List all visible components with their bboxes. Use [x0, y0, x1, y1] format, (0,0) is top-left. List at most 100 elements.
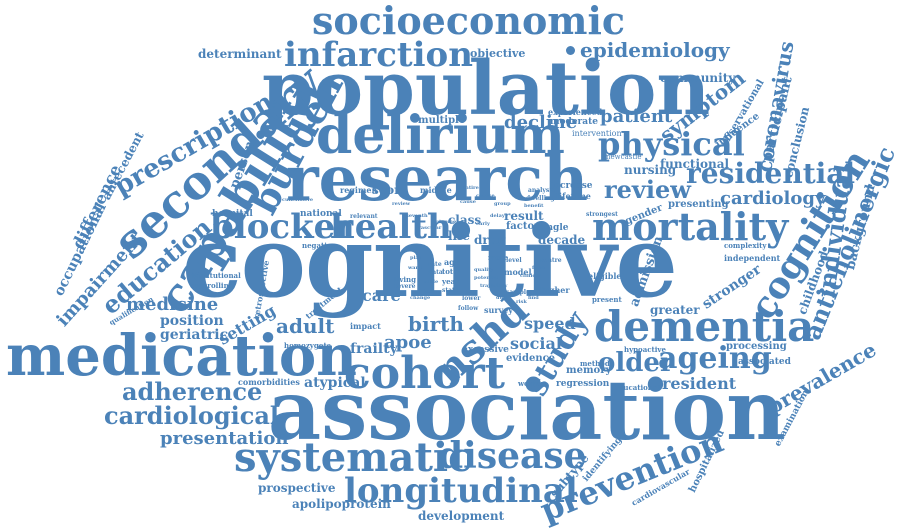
word-severe: severe [394, 283, 416, 290]
word-comorbidities: comorbidities [238, 377, 300, 387]
word-memory: memory [566, 365, 612, 376]
word-follow: follow [458, 305, 479, 312]
word-single: single [538, 223, 569, 233]
word-educational: educational [614, 383, 661, 392]
word-cognitive: cognitive [182, 205, 678, 320]
word-present: present [592, 295, 622, 304]
word-care: care [362, 286, 401, 305]
word-midlife: midlife [420, 185, 452, 195]
word-newcastle: newcastle [606, 153, 642, 161]
word-higher: higher [540, 285, 570, 295]
word-patient: patient [600, 106, 673, 127]
word-benefit: benefit [524, 203, 544, 209]
word-experienced: experienced [548, 107, 603, 117]
word-physical: physical [598, 125, 745, 163]
word-data: data [428, 269, 443, 276]
word-vascular: vascular [418, 225, 442, 231]
word-controlling: controlling [190, 281, 234, 290]
word-clinical: clinical [520, 273, 541, 279]
word-seventh: seventh [406, 213, 428, 219]
word-older: older [598, 348, 674, 378]
word-apoe: apoe [384, 332, 432, 353]
word-cause: cause [460, 199, 476, 205]
word-health: health [330, 207, 452, 247]
word-plan: plan [410, 255, 423, 261]
word-evidence: evidence [506, 353, 556, 364]
word-sample: sample [506, 289, 530, 296]
word-course: course [476, 193, 495, 199]
word-dual: dual [496, 295, 509, 301]
word-intervention: intervention [572, 129, 622, 138]
word-research: research [286, 142, 589, 215]
word-model: model [504, 267, 532, 277]
word-regression: regression [556, 379, 610, 389]
word-epidemiology: epidemiology [580, 38, 730, 62]
word-regimen: regimen [340, 185, 378, 195]
word-decline: decline [504, 112, 578, 133]
word-year: year [442, 277, 459, 286]
word-adult: adult [276, 314, 335, 338]
word-prospective: prospective [258, 481, 336, 495]
word-early: early [476, 221, 490, 227]
word-ageing: ageing [658, 341, 772, 376]
word-social: social [510, 334, 562, 353]
word-increase: increase [550, 181, 593, 191]
word-review-small: review [392, 201, 411, 207]
word-position: position [160, 313, 224, 329]
word-medication: medication [6, 323, 357, 389]
word-age: age [444, 257, 460, 267]
word-survey: survey [484, 305, 513, 315]
word-mortality: mortality [592, 204, 789, 249]
word-complexity: complexity [724, 241, 767, 250]
word-dwelling: dwelling [526, 195, 555, 202]
word-frailty: frailty [350, 341, 398, 357]
word-life: life [448, 229, 470, 243]
word-ward: ward [408, 265, 422, 271]
word-delirium: delirium [316, 105, 565, 166]
word-group: group [494, 201, 511, 207]
word-decade: decade [538, 233, 586, 247]
word-resident: resident [662, 374, 737, 393]
word-scale: scale [424, 279, 439, 285]
word-total: total [442, 267, 461, 276]
word-drug: drug [474, 233, 506, 247]
word-cumulative: cumulative [282, 197, 314, 203]
word-level: level [506, 257, 522, 264]
word-medicine: medicine [126, 294, 219, 315]
word-review: review [604, 175, 691, 204]
word-rate: rate [428, 261, 442, 268]
word-hypoactive: hypoactive [624, 345, 666, 354]
word-analysis: analysis [528, 187, 555, 194]
word-blocker: blocker [210, 207, 354, 247]
word-residential: residential [686, 157, 856, 190]
word-determinant: determinant [198, 47, 282, 61]
word-lower: lower [462, 295, 481, 302]
word-moderate: moderate [550, 117, 599, 127]
word-community: community [660, 71, 736, 85]
word-outcome: outcome [432, 219, 457, 225]
word-change: change [410, 295, 431, 301]
word-lifetime: lifetime [556, 191, 591, 201]
word-entire: entire [462, 185, 479, 191]
word-result: result [504, 209, 544, 223]
word-geriatric: geriatric [160, 327, 229, 343]
word-atypical: atypical [304, 375, 366, 391]
word-adherence: adherence [122, 377, 263, 406]
word-score: score [372, 183, 409, 197]
word-greater: greater [650, 303, 700, 317]
word-dementia: dementia [594, 302, 815, 351]
word-functional: functional [660, 157, 730, 171]
word-relevant: relevant [350, 213, 378, 220]
word-risk: risk [516, 299, 527, 305]
bullet-dot [566, 46, 575, 55]
word-living: living [394, 275, 417, 284]
word-nursing: nursing [624, 163, 677, 177]
word-test: test [424, 289, 435, 295]
word-institutional: institutional [192, 271, 241, 280]
word-cardiological: cardiological [104, 401, 280, 430]
word-find: find [528, 295, 539, 301]
word-independent: independent [724, 253, 781, 263]
word-more: more [488, 253, 509, 262]
word-multiple: multiple [418, 115, 466, 126]
